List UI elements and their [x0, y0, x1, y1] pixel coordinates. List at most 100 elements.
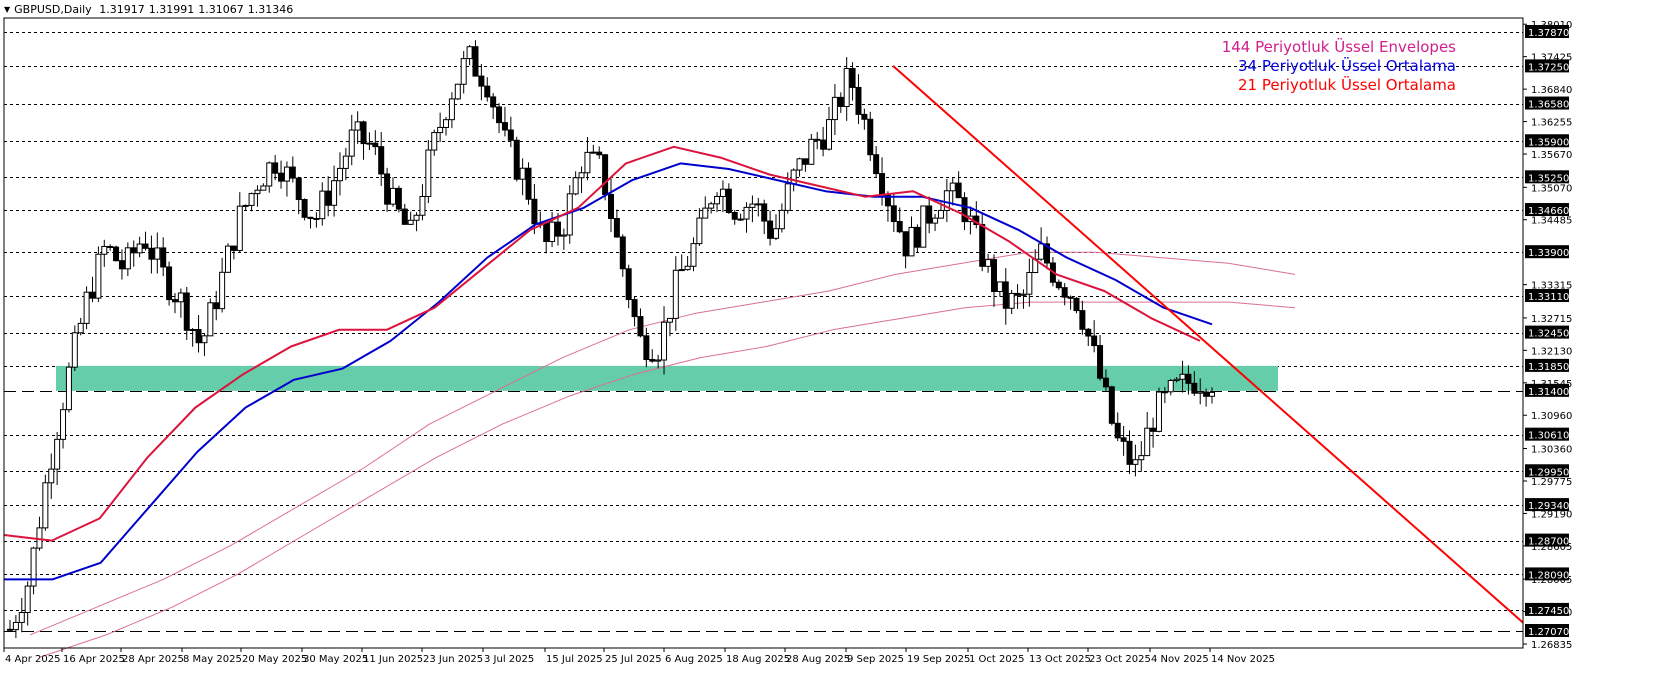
candle[interactable]	[772, 228, 779, 239]
candle[interactable]	[896, 221, 903, 233]
candle[interactable]	[943, 190, 950, 211]
candle[interactable]	[478, 75, 485, 87]
candle[interactable]	[572, 177, 579, 195]
candle[interactable]	[136, 243, 143, 254]
candle[interactable]	[183, 292, 190, 331]
candle[interactable]	[690, 243, 697, 267]
candle[interactable]	[342, 155, 349, 169]
candle[interactable]	[1073, 297, 1080, 312]
candle[interactable]	[708, 203, 715, 209]
candle[interactable]	[7, 628, 13, 631]
candle[interactable]	[649, 359, 656, 362]
candle[interactable]	[124, 247, 131, 270]
candle[interactable]	[914, 226, 921, 248]
candle[interactable]	[307, 216, 314, 219]
candle[interactable]	[949, 182, 956, 192]
candle[interactable]	[808, 138, 815, 165]
candle[interactable]	[1185, 373, 1192, 384]
candle[interactable]	[1055, 281, 1062, 289]
candle[interactable]	[1067, 296, 1074, 299]
candle[interactable]	[225, 245, 232, 273]
candle[interactable]	[472, 46, 479, 77]
candle[interactable]	[796, 158, 803, 171]
ema34-line[interactable]	[4, 162, 1213, 581]
candle[interactable]	[325, 190, 332, 206]
candle[interactable]	[118, 260, 125, 270]
candle[interactable]	[961, 197, 968, 223]
candle[interactable]	[319, 190, 326, 220]
candle[interactable]	[990, 259, 997, 293]
candle[interactable]	[554, 221, 561, 237]
candle[interactable]	[266, 162, 273, 187]
candle[interactable]	[737, 218, 744, 221]
candle[interactable]	[1044, 243, 1051, 264]
candle[interactable]	[236, 205, 243, 251]
candle[interactable]	[413, 214, 420, 221]
candle[interactable]	[631, 299, 638, 318]
candle[interactable]	[743, 206, 750, 220]
candle[interactable]	[77, 322, 84, 334]
candle[interactable]	[525, 167, 532, 200]
candle[interactable]	[389, 187, 396, 205]
candle[interactable]	[148, 247, 155, 260]
candle[interactable]	[431, 132, 438, 151]
candle[interactable]	[1091, 335, 1098, 347]
candle[interactable]	[42, 482, 49, 529]
candle[interactable]	[979, 224, 986, 267]
candle[interactable]	[531, 198, 538, 225]
candle[interactable]	[873, 154, 880, 175]
candle[interactable]	[242, 204, 249, 207]
candle[interactable]	[902, 231, 909, 257]
candle[interactable]	[348, 129, 355, 157]
candle[interactable]	[1209, 391, 1215, 397]
candle[interactable]	[932, 217, 939, 224]
candle[interactable]	[884, 194, 891, 207]
candle[interactable]	[1150, 427, 1157, 432]
candle[interactable]	[289, 166, 296, 179]
candle[interactable]	[1114, 422, 1121, 439]
candle[interactable]	[1138, 455, 1145, 461]
candle[interactable]	[1155, 391, 1162, 432]
candle[interactable]	[425, 149, 432, 197]
candle[interactable]	[666, 317, 673, 323]
candle[interactable]	[401, 208, 408, 225]
candle[interactable]	[1144, 427, 1151, 457]
candle[interactable]	[336, 167, 343, 182]
candle[interactable]	[166, 266, 173, 301]
candle[interactable]	[160, 247, 167, 268]
candle[interactable]	[507, 129, 514, 141]
candle[interactable]	[1026, 271, 1033, 295]
candle[interactable]	[661, 321, 668, 361]
candle[interactable]	[826, 119, 833, 150]
candle[interactable]	[761, 203, 768, 222]
candle[interactable]	[1020, 293, 1027, 296]
candle[interactable]	[60, 409, 67, 440]
candle[interactable]	[513, 139, 520, 180]
candle[interactable]	[301, 199, 308, 218]
candle[interactable]	[596, 151, 603, 156]
candle[interactable]	[1120, 437, 1127, 442]
candle[interactable]	[460, 58, 467, 85]
candle[interactable]	[560, 234, 567, 237]
candle[interactable]	[219, 271, 226, 310]
candle[interactable]	[501, 122, 508, 131]
candle[interactable]	[655, 359, 662, 362]
candle[interactable]	[831, 96, 838, 121]
candle[interactable]	[260, 185, 267, 191]
candle[interactable]	[1002, 281, 1009, 309]
candle[interactable]	[195, 329, 202, 344]
candle[interactable]	[602, 154, 609, 195]
candle[interactable]	[731, 212, 738, 220]
candle[interactable]	[454, 83, 461, 100]
candle[interactable]	[1008, 292, 1015, 309]
candle[interactable]	[725, 188, 732, 214]
candle[interactable]	[484, 85, 491, 98]
candle[interactable]	[861, 113, 868, 120]
candle[interactable]	[608, 193, 614, 219]
candle[interactable]	[1038, 243, 1045, 260]
candle[interactable]	[619, 236, 626, 270]
candle[interactable]	[1191, 382, 1198, 394]
candle[interactable]	[625, 268, 632, 301]
candle[interactable]	[419, 195, 426, 216]
candle[interactable]	[71, 332, 78, 368]
